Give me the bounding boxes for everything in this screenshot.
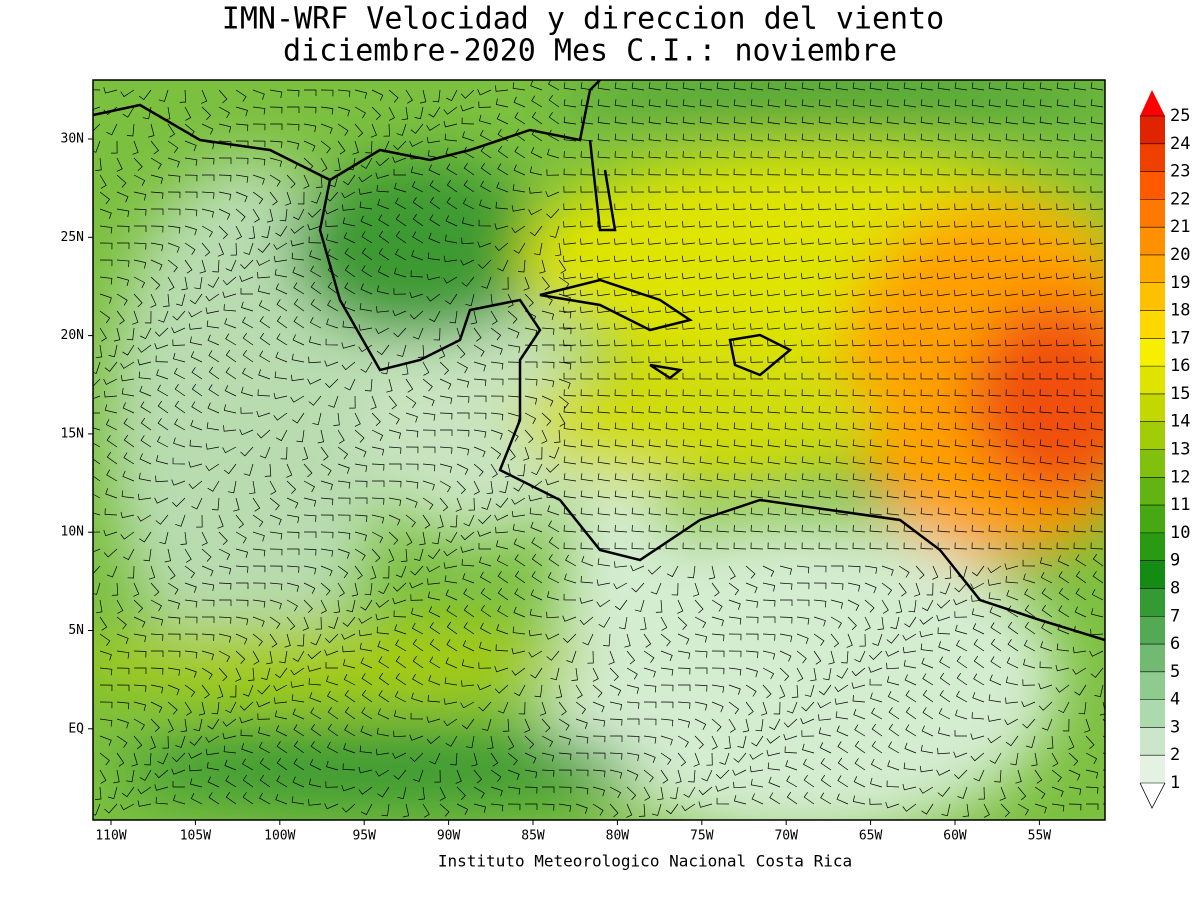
colorbar-segment xyxy=(1140,421,1165,450)
lon-label: 90W xyxy=(437,829,461,844)
footer: Instituto Meteorologico Nacional Costa R… xyxy=(438,852,852,871)
colorbar-segment xyxy=(1140,671,1165,700)
colorbar-segment xyxy=(1140,505,1165,533)
lat-label: 25N xyxy=(61,230,84,245)
lon-label: 70W xyxy=(774,829,798,844)
colorbar-segment xyxy=(1140,449,1165,478)
title-line: IMN-WRF Velocidad y direccion del viento xyxy=(222,2,944,37)
lat-label: 20N xyxy=(61,328,84,343)
colorbar-segment xyxy=(1140,393,1165,422)
colorbar-segment xyxy=(1140,310,1165,339)
lat-label: 15N xyxy=(61,426,84,441)
colorbar-label: 17 xyxy=(1170,328,1190,348)
colorbar-label: 3 xyxy=(1170,717,1180,737)
colorbar-label: 18 xyxy=(1170,301,1190,321)
colorbar-label: 23 xyxy=(1170,162,1190,182)
colorbar-segment xyxy=(1140,560,1165,589)
colorbar-label: 25 xyxy=(1170,106,1190,126)
colorbar-segment xyxy=(1140,199,1165,228)
colorbar-segment xyxy=(1140,644,1165,672)
colorbar-label: 6 xyxy=(1170,634,1180,654)
colorbar-segment xyxy=(1140,477,1165,506)
lon-label: 100W xyxy=(264,829,295,844)
lon-label: 65W xyxy=(859,829,883,844)
lon-label: 80W xyxy=(606,829,630,844)
wind-barbs xyxy=(93,80,1105,818)
title-line: diciembre-2020 Mes C.I.: noviembre xyxy=(283,34,897,69)
colorbar-segment xyxy=(1140,171,1165,200)
lat-label: 10N xyxy=(61,525,84,540)
colorbar-segment xyxy=(1140,116,1165,144)
colorbar-segment xyxy=(1140,588,1165,617)
map-frame xyxy=(92,79,1106,821)
lon-label: 85W xyxy=(521,829,545,844)
lon-label: 60W xyxy=(943,829,967,844)
colorbar-label: 22 xyxy=(1170,189,1190,209)
colorbar-below xyxy=(1139,782,1166,809)
lat-label: 5N xyxy=(68,623,84,638)
coastline xyxy=(93,103,1105,642)
lon-label: 95W xyxy=(352,829,376,844)
colorbar-label: 7 xyxy=(1170,606,1180,626)
colorbar-segment xyxy=(1140,254,1165,283)
wind-barb-set xyxy=(93,80,1105,818)
lon-label: 110W xyxy=(95,829,126,844)
colorbar-segment xyxy=(1140,143,1165,172)
colorbar-segment xyxy=(1140,616,1165,645)
colorbar-label: 14 xyxy=(1170,412,1190,432)
colorbar-label: 12 xyxy=(1170,467,1190,487)
colorbar-segment xyxy=(1140,366,1165,394)
colorbar-label: 24 xyxy=(1170,134,1190,154)
colorbar-label: 2 xyxy=(1170,745,1180,765)
colorbar-label: 16 xyxy=(1170,356,1190,376)
colorbar-label: 9 xyxy=(1170,551,1180,571)
colorbar-label: 19 xyxy=(1170,273,1190,293)
colorbar-label: 13 xyxy=(1170,440,1190,460)
lat-label: EQ xyxy=(68,721,84,736)
colorbar-label: 1 xyxy=(1170,773,1180,793)
colorbar-segment xyxy=(1140,227,1165,255)
colorbar-label: 4 xyxy=(1170,690,1180,710)
colorbar: 1234567891011121314151617181920212223242… xyxy=(1139,90,1190,809)
lon-label: 55W xyxy=(1028,829,1052,844)
colorbar-segment xyxy=(1140,282,1165,311)
colorbar-label: 5 xyxy=(1170,662,1180,682)
colorbar-segment xyxy=(1140,699,1165,728)
colorbar-segment xyxy=(1140,727,1165,756)
colorbar-label: 20 xyxy=(1170,245,1190,265)
colorbar-label: 21 xyxy=(1170,217,1190,237)
colorbar-segment xyxy=(1140,532,1165,561)
lon-label: 105W xyxy=(180,829,211,844)
colorbar-label: 8 xyxy=(1170,578,1180,598)
wind-field xyxy=(93,80,1105,820)
colorbar-label: 15 xyxy=(1170,384,1190,404)
coastline xyxy=(329,80,617,232)
colorbar-label: 11 xyxy=(1170,495,1190,515)
lon-label: 75W xyxy=(690,829,714,844)
colorbar-segment xyxy=(1140,338,1165,367)
colorbar-arrow xyxy=(1140,90,1165,116)
lat-label: 30N xyxy=(61,132,84,147)
colorbar-segment xyxy=(1140,755,1165,783)
colorbar-label: 10 xyxy=(1170,523,1190,543)
